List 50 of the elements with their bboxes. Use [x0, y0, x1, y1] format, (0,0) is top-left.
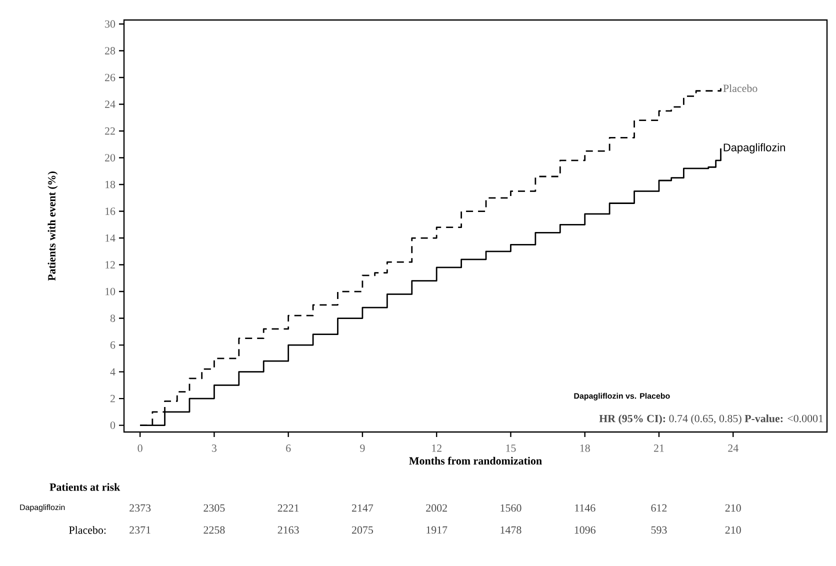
x-axis-title: Months from randomization [409, 456, 542, 465]
y-tick-label: 20 [105, 154, 116, 162]
series-label: Placebo [723, 84, 758, 92]
x-tick-label: 3 [212, 444, 217, 452]
y-tick-label: 6 [110, 341, 116, 349]
y-tick-label: 30 [105, 20, 116, 28]
text: 210 [725, 526, 741, 534]
y-tick-label: 16 [106, 208, 116, 215]
y-tick-label: 28 [105, 47, 116, 54]
y-tick-label: 24 [105, 100, 116, 108]
y-tick-label: 26 [105, 74, 116, 82]
y-tick-label: 14 [106, 234, 116, 242]
text: 1560 [500, 504, 522, 512]
text: 1096 [574, 526, 596, 534]
text: 2305 [204, 504, 225, 512]
x-tick-label: 21 [654, 444, 664, 452]
text: 593 [651, 526, 667, 534]
text: 2163 [278, 526, 299, 534]
text: 2147 [352, 504, 374, 512]
x-tick-label: 12 [432, 444, 442, 452]
series-label: Dapagliflozin [724, 143, 785, 154]
y-tick-label: 22 [105, 127, 115, 135]
text: 1146 [575, 504, 596, 512]
text: 1478 [500, 526, 522, 534]
annotation: HR (95% CI): 0.74 (0.65, 0.85) P-value: <0.0001 [599, 414, 823, 424]
y-tick-label: 12 [106, 261, 115, 268]
text: 2221 [278, 504, 299, 512]
text: 2075 [352, 526, 373, 534]
text: Patients at risk [50, 483, 120, 491]
y-tick-label: 0 [110, 422, 116, 429]
y-tick-label: 18 [106, 180, 116, 188]
y-tick-label: 2 [110, 394, 115, 402]
text: 2371 [130, 526, 150, 534]
text: Placebo: [69, 526, 106, 534]
x-tick-label: 6 [286, 444, 291, 452]
text: 2373 [130, 504, 151, 512]
x-tick-label: 15 [506, 444, 516, 452]
text: 2258 [204, 526, 225, 534]
x-tick-label: 18 [580, 444, 590, 452]
text: 210 [725, 504, 741, 512]
text: 1917 [426, 526, 448, 534]
x-tick-label: 24 [728, 444, 738, 452]
text: 612 [651, 504, 667, 512]
x-tick-label: 9 [360, 444, 365, 452]
y-axis-title: Patients with event (%) [48, 172, 58, 281]
y-tick-label: 8 [110, 314, 116, 322]
text: 2002 [426, 504, 447, 512]
y-tick-label: 4 [110, 368, 116, 376]
x-tick-label: 0 [138, 444, 142, 452]
y-tick-label: 10 [106, 288, 116, 296]
